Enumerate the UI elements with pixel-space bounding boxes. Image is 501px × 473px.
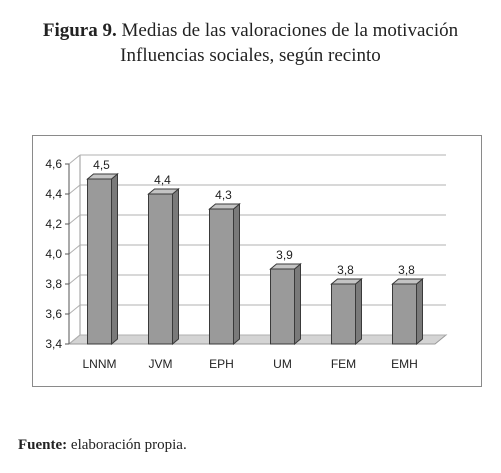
source-label: Fuente: [18,437,68,453]
chart-frame: 3,4 3,6 3,8 4,0 4,2 4,4 4,6 4,5 4,4 4,3 3,9 3,8 3,8… [32,135,482,387]
x-axis-ticks: LNNM JVM EPH UM FEM EMH [82,357,417,371]
y-tick-label: 3,4 [45,337,62,351]
bar-side [111,172,118,346]
x-tick-label: JVM [149,357,173,371]
bar-side [172,187,179,346]
x-tick-label: EMH [391,357,418,371]
bar-top [391,278,424,285]
bar-side [355,277,362,346]
grid-line-depth [68,244,81,255]
bar [208,202,241,346]
grid-line-depth [68,304,81,315]
chart-back-wall [67,155,448,345]
y-tick-label: 3,6 [45,307,62,321]
grid-line-depth [68,334,81,345]
data-label: 4,3 [215,188,232,202]
bar-top [147,188,180,195]
data-label: 4,4 [154,173,171,187]
bar-front [209,208,234,345]
title-line-1: Figura 9. Medias de las valoraciones de … [0,18,501,43]
bar [391,277,424,346]
y-tick-label: 3,8 [45,277,62,291]
data-label: 3,8 [398,263,415,277]
bar-front [148,193,173,345]
data-labels: 4,5 4,4 4,3 3,9 3,8 3,8 [93,158,415,277]
title-text-1: Medias de las valoraciones de la motivac… [121,20,459,41]
bar-top [330,278,363,285]
grid-line-depth [68,214,81,225]
bar-top [269,263,302,270]
x-tick-label: LNNM [82,357,116,371]
bar-top [208,203,241,210]
bar-front [331,283,356,345]
y-tick-label: 4,6 [45,157,62,171]
bars [86,172,424,346]
bar-front [270,268,295,345]
figure-label: Figura 9. [42,20,117,41]
data-label: 4,5 [93,158,110,172]
bar-top [86,173,119,180]
bar [86,172,119,346]
grid-line-depth [68,154,81,165]
y-tick-label: 4,2 [45,217,62,231]
x-tick-label: EPH [209,357,234,371]
bar-front [392,283,417,345]
bar [269,262,302,346]
bar-front [87,178,112,345]
bar-chart: 3,4 3,6 3,8 4,0 4,2 4,4 4,6 4,5 4,4 4,3 3,9 3,8 3,8… [45,154,448,371]
x-tick-label: UM [273,357,292,371]
data-label: 3,9 [276,248,293,262]
bar [147,187,180,346]
bar [330,277,363,346]
x-tick-label: FEM [331,357,356,371]
title-line-2: Influencias sociales, según recinto [120,45,381,66]
y-tick-label: 4,4 [45,187,62,201]
bar-side [233,202,240,346]
grid-line-depth [68,184,81,195]
bar-side [294,262,301,346]
source-text: elaboración propia. [70,437,187,453]
grid-lines [68,154,446,345]
bar-side [416,277,423,346]
data-label: 3,8 [337,263,354,277]
grid-line-depth [68,274,81,285]
y-axis: 3,4 3,6 3,8 4,0 4,2 4,4 4,6 [45,157,70,351]
source-note: Fuente: elaboración propia. [18,437,187,454]
chart-title: Figura 9. Medias de las valoraciones de … [0,18,501,68]
chart-floor [67,334,448,345]
y-tick-label: 4,0 [45,247,62,261]
